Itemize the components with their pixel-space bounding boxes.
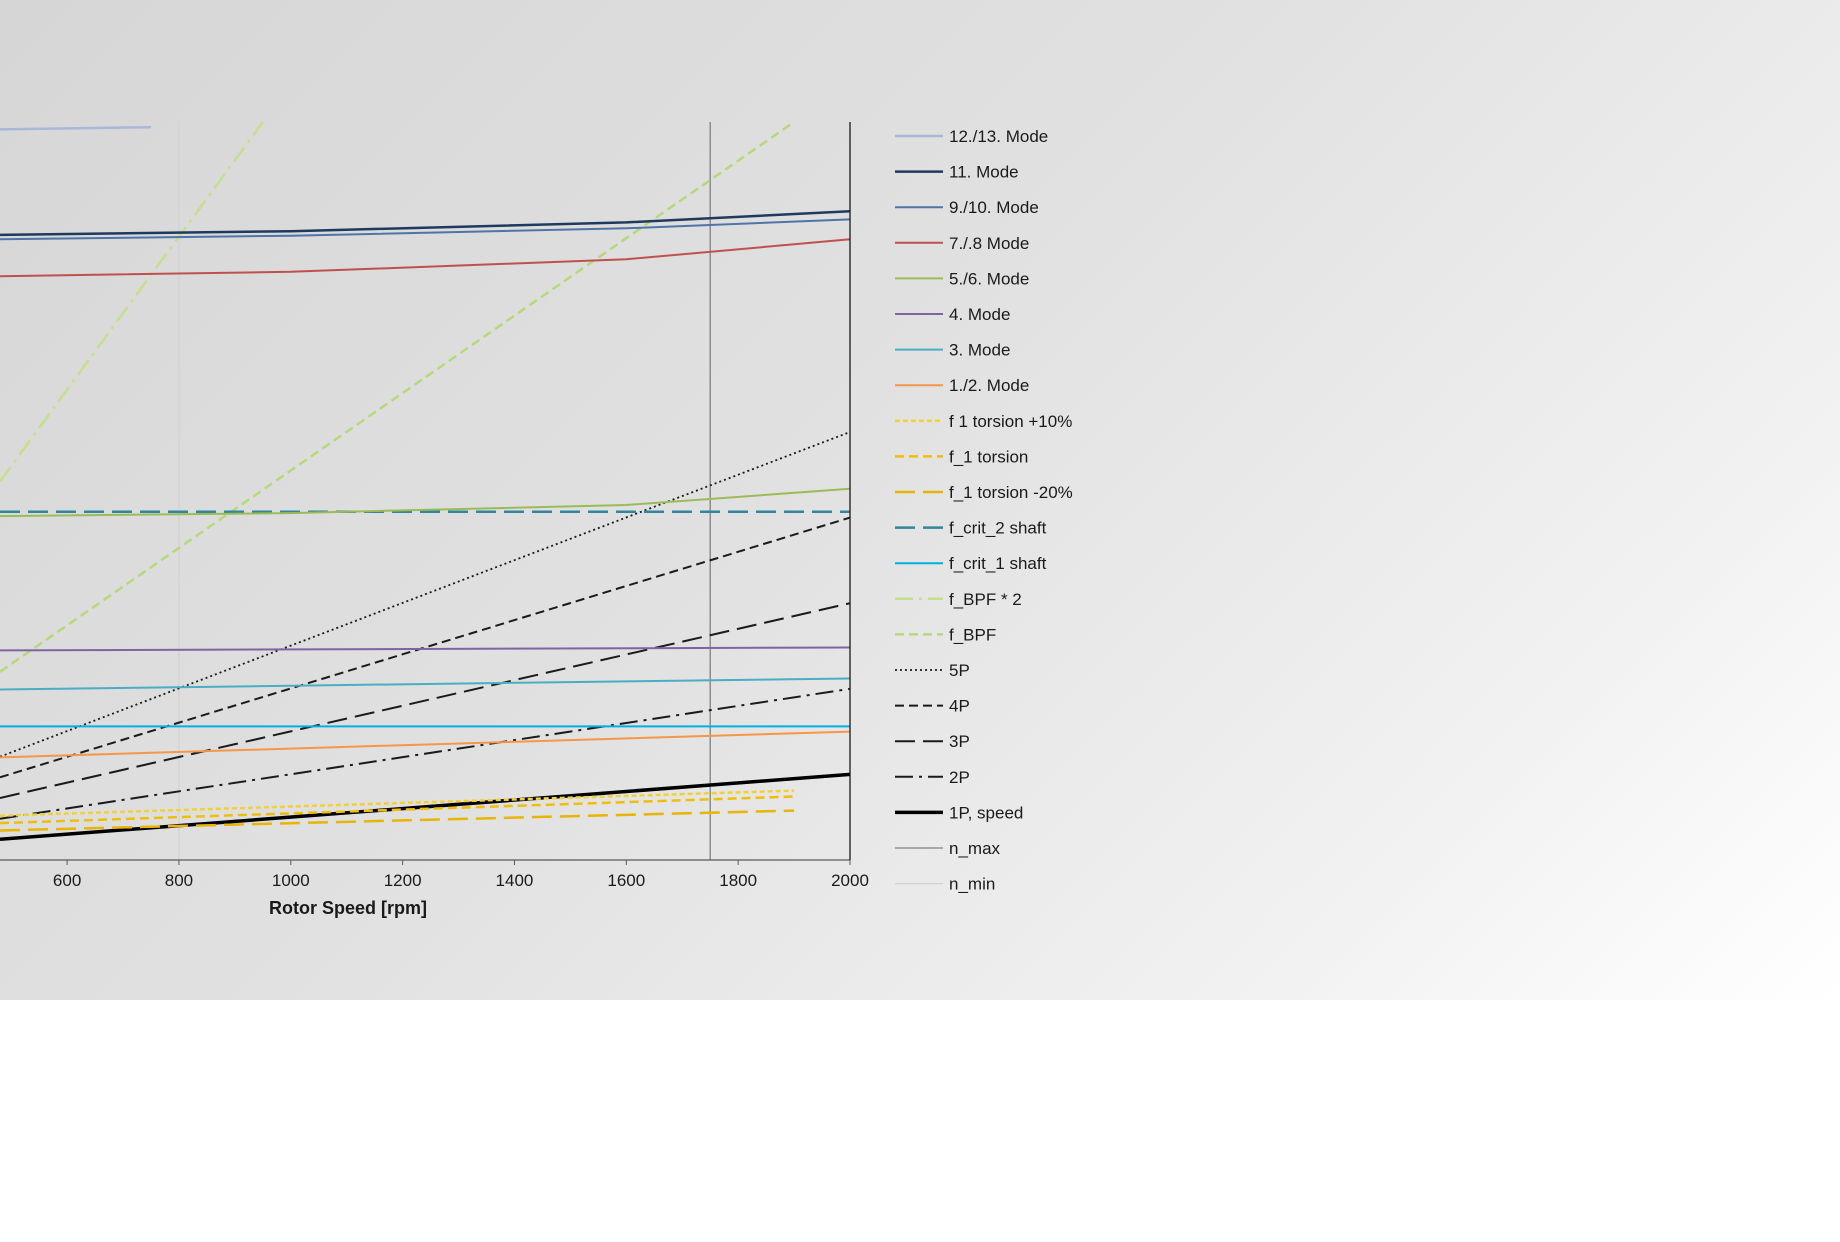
legend-label: 11. Mode — [949, 163, 1019, 182]
series-line-2p — [0, 687, 850, 820]
legend-item-n-max: n_max — [895, 839, 1001, 858]
legend-item-2p: 2P — [895, 768, 970, 787]
legend-item-f-crit-2-shaft: f_crit_2 shaft — [895, 519, 1047, 538]
legend-label: n_max — [949, 839, 1001, 858]
legend-label: 9./10. Mode — [949, 198, 1039, 217]
legend-item-11-mode: 11. Mode — [895, 163, 1019, 182]
legend-item-9-10-mode: 9./10. Mode — [895, 198, 1039, 217]
x-tick-label: 1600 — [607, 871, 645, 890]
legend-label: f_crit_2 shaft — [949, 519, 1047, 538]
series-line-f-1-torsion-10 — [0, 789, 795, 817]
legend: 12./13. Mode 11. Mode 9./10. Mode 7./.8 Mod… — [895, 127, 1073, 894]
series-line-5-6-mode — [0, 487, 850, 518]
legend-label: f_BPF — [949, 625, 996, 644]
legend-label: f_1 torsion — [949, 447, 1028, 466]
series-line-4p — [0, 516, 850, 779]
legend-item-f-bpf-2: f_BPF * 2 — [895, 590, 1022, 609]
legend-item-5p: 5P — [895, 661, 970, 680]
series-line-4-mode — [0, 646, 850, 652]
legend-label: 1./2. Mode — [949, 376, 1029, 395]
x-tick-label: 600 — [53, 871, 81, 890]
series-line-12-13-mode — [0, 125, 152, 131]
legend-item-f-1-torsion: f_1 torsion — [895, 447, 1028, 466]
x-tick-label: 1800 — [719, 871, 757, 890]
legend-item-3p: 3P — [895, 732, 970, 751]
legend-label: 1P, speed — [949, 803, 1023, 822]
legend-label: f_BPF * 2 — [949, 590, 1022, 609]
legend-item-4p: 4P — [895, 697, 970, 716]
series-line-9-10-mode — [0, 218, 850, 241]
series-line-11-mode — [0, 210, 850, 237]
axes: 600 800 1000 1200 1400 1600 1800 2000 Rotor Spee… — [0, 122, 869, 918]
legend-item-f-1-torsion-20: f_1 torsion -20% — [895, 483, 1073, 502]
series-line-f-1-torsion — [0, 795, 795, 825]
legend-label: f_crit_1 shaft — [949, 554, 1047, 573]
legend-label: 4. Mode — [949, 305, 1010, 324]
legend-item-4-mode: 4. Mode — [895, 305, 1010, 324]
legend-item-n-min: n_min — [895, 875, 995, 894]
series-line-f-bpf-2 — [0, 122, 264, 483]
legend-item-12-13-mode: 12./13. Mode — [895, 127, 1048, 146]
legend-label: 7./.8 Mode — [949, 234, 1029, 253]
legend-item-f-crit-1-shaft: f_crit_1 shaft — [895, 554, 1047, 573]
legend-label: 5./6. Mode — [949, 269, 1029, 288]
legend-item-3-mode: 3. Mode — [895, 341, 1010, 360]
legend-item-f-bpf: f_BPF — [895, 625, 996, 644]
legend-label: 3P — [949, 732, 970, 751]
legend-item-7-8-mode: 7./.8 Mode — [895, 234, 1029, 253]
legend-label: 4P — [949, 697, 970, 716]
series-line-1p-speed — [0, 772, 850, 842]
x-axis-title: Rotor Speed [rpm] — [269, 898, 427, 918]
x-tick-label: 1200 — [384, 871, 422, 890]
legend-label: 3. Mode — [949, 341, 1010, 360]
x-tick-label: 800 — [165, 871, 193, 890]
legend-item-1p-speed: 1P, speed — [895, 803, 1023, 822]
series-line-5p — [0, 431, 850, 758]
campbell-chart: 600 800 1000 1200 1400 1600 1800 2000 Rotor Spee… — [0, 122, 1073, 918]
series-line-1-2-mode — [0, 730, 850, 759]
x-tick-label: 1000 — [272, 871, 310, 890]
plot-area — [0, 122, 850, 860]
legend-label: 5P — [949, 661, 970, 680]
legend-item-1-2-mode: 1./2. Mode — [895, 376, 1029, 395]
legend-label: f_1 torsion -20% — [949, 483, 1073, 502]
series-line-3p — [0, 602, 850, 799]
legend-item-5-6-mode: 5./6. Mode — [895, 269, 1029, 288]
legend-label: 2P — [949, 768, 970, 787]
series-line-f-1-torsion-20 — [0, 809, 795, 832]
legend-item-f-1-torsion-10: f 1 torsion +10% — [895, 412, 1072, 431]
x-tick-label: 2000 — [831, 871, 869, 890]
legend-label: f 1 torsion +10% — [949, 412, 1072, 431]
chart-panel: 600 800 1000 1200 1400 1600 1800 2000 Rotor Spee… — [0, 0, 1840, 1000]
series-line-7-8-mode — [0, 238, 850, 278]
series-line-3-mode — [0, 677, 850, 691]
legend-label: n_min — [949, 875, 995, 894]
x-tick-label: 1400 — [496, 871, 534, 890]
series-line-f-bpf — [0, 122, 795, 673]
legend-label: 12./13. Mode — [949, 127, 1048, 146]
